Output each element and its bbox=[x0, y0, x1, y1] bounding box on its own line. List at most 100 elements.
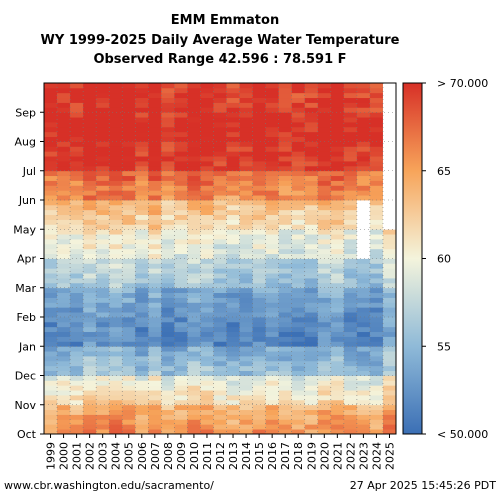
heatmap-cell bbox=[304, 273, 319, 279]
heatmap-cell bbox=[44, 360, 58, 367]
x-tick-label: 2019 bbox=[305, 442, 318, 470]
heatmap-cell bbox=[239, 107, 253, 113]
heatmap-cell bbox=[96, 263, 110, 269]
heatmap-cell bbox=[317, 229, 332, 235]
colorbar-tick-label: 65 bbox=[437, 165, 451, 178]
heatmap-cell bbox=[109, 429, 123, 435]
heatmap-cell bbox=[252, 390, 267, 396]
heatmap-cell bbox=[200, 356, 214, 362]
heatmap-cell bbox=[239, 214, 253, 220]
heatmap-cell bbox=[57, 200, 71, 206]
heatmap-cell bbox=[187, 117, 201, 123]
heatmap-cell bbox=[174, 146, 188, 152]
heatmap-cell bbox=[265, 131, 280, 138]
heatmap-cell bbox=[382, 195, 397, 201]
heatmap-cell bbox=[213, 307, 227, 313]
x-tick-label: 2007 bbox=[149, 442, 162, 470]
heatmap-cell bbox=[161, 385, 175, 391]
heatmap-cell bbox=[200, 424, 214, 430]
heatmap-cell bbox=[291, 253, 306, 259]
heatmap-cell bbox=[278, 258, 293, 264]
heatmap-cell bbox=[122, 268, 136, 274]
heatmap-cell bbox=[239, 409, 253, 415]
heatmap-cell bbox=[44, 312, 58, 318]
heatmap-cell bbox=[70, 409, 84, 415]
heatmap-cell bbox=[161, 204, 175, 211]
heatmap-cell bbox=[330, 375, 345, 381]
heatmap-cell bbox=[369, 307, 384, 313]
heatmap-cell bbox=[135, 141, 149, 147]
heatmap-cell bbox=[200, 131, 214, 138]
heatmap-cell bbox=[44, 263, 58, 269]
heatmap-cell bbox=[70, 141, 84, 147]
heatmap-cell bbox=[356, 141, 371, 147]
heatmap-cell bbox=[109, 190, 123, 196]
heatmap-cell bbox=[278, 302, 293, 308]
heatmap-cell bbox=[317, 399, 332, 406]
heatmap-cell bbox=[200, 151, 214, 157]
heatmap-cell bbox=[161, 156, 175, 162]
heatmap-cell bbox=[330, 380, 345, 386]
heatmap-cell bbox=[57, 429, 71, 435]
heatmap-cell bbox=[317, 307, 332, 313]
heatmap-cell bbox=[330, 165, 345, 172]
heatmap-cell bbox=[96, 112, 110, 118]
heatmap-cell bbox=[265, 424, 280, 430]
heatmap-cell bbox=[252, 287, 267, 294]
heatmap-cell bbox=[57, 156, 71, 162]
heatmap-cell bbox=[57, 146, 71, 152]
heatmap-cell bbox=[109, 287, 123, 294]
colorbar-tick-label: 55 bbox=[437, 340, 451, 353]
heatmap-cell bbox=[356, 126, 371, 133]
heatmap-cell bbox=[278, 112, 293, 118]
heatmap-cell bbox=[109, 243, 123, 250]
heatmap-cell bbox=[148, 122, 162, 128]
heatmap-cell bbox=[148, 141, 162, 147]
heatmap-cell bbox=[161, 151, 175, 157]
heatmap-cell bbox=[122, 370, 136, 376]
heatmap-cell bbox=[83, 180, 97, 186]
heatmap-cell bbox=[265, 224, 280, 230]
heatmap-cell bbox=[109, 229, 123, 235]
heatmap-cell bbox=[343, 268, 358, 274]
heatmap-cell bbox=[148, 161, 162, 167]
heatmap-cell bbox=[122, 107, 136, 113]
heatmap-cell bbox=[44, 156, 58, 162]
heatmap-cell bbox=[278, 380, 293, 386]
heatmap-cell bbox=[382, 224, 397, 230]
heatmap-cell bbox=[200, 97, 214, 103]
heatmap-cell bbox=[382, 385, 397, 391]
heatmap-cell bbox=[174, 302, 188, 308]
heatmap-cell bbox=[122, 204, 136, 211]
heatmap-cell bbox=[161, 112, 175, 118]
heatmap-cell bbox=[291, 185, 306, 191]
heatmap-cell bbox=[213, 161, 227, 167]
heatmap-cell bbox=[135, 112, 149, 118]
heatmap-cell bbox=[122, 141, 136, 147]
heatmap-cell bbox=[356, 365, 371, 372]
heatmap-cell bbox=[252, 375, 267, 381]
heatmap-cell bbox=[187, 297, 201, 303]
heatmap-cell bbox=[226, 302, 240, 308]
heatmap-cell bbox=[161, 180, 175, 186]
heatmap-cell bbox=[291, 395, 306, 401]
heatmap-cell bbox=[70, 404, 84, 411]
heatmap-cell bbox=[343, 292, 358, 298]
heatmap-cell bbox=[330, 409, 345, 415]
heatmap-cell bbox=[57, 87, 71, 94]
heatmap-cell bbox=[187, 170, 201, 177]
heatmap-cell bbox=[213, 278, 227, 284]
heatmap-cell bbox=[252, 219, 267, 225]
heatmap-cell bbox=[317, 180, 332, 186]
heatmap-cell bbox=[200, 326, 214, 333]
heatmap-cell bbox=[239, 273, 253, 279]
heatmap-cell bbox=[187, 317, 201, 323]
heatmap-cell bbox=[83, 122, 97, 128]
heatmap-cell bbox=[278, 360, 293, 367]
heatmap-cell bbox=[304, 331, 319, 337]
heatmap-cell bbox=[265, 297, 280, 303]
heatmap-cell bbox=[174, 248, 188, 255]
heatmap-cell bbox=[109, 395, 123, 401]
heatmap-cell bbox=[317, 297, 332, 303]
heatmap-cell bbox=[304, 312, 319, 318]
